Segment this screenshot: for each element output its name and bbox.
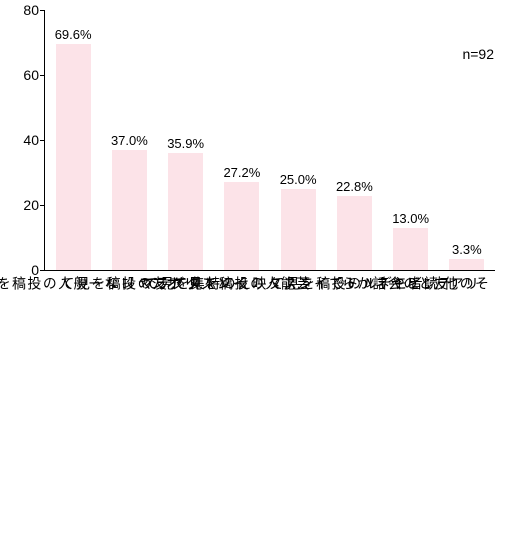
bar <box>393 228 428 270</box>
bar-slot: 13.0% <box>383 10 439 270</box>
value-label: 3.3% <box>439 242 495 259</box>
ytick-label: 80 <box>23 2 45 18</box>
ytick-label: 20 <box>23 197 45 213</box>
bars-container: 69.6% 37.0%35.9%27.2%25.0%22.8%13.0%3.3% <box>45 10 495 270</box>
bar-slot: 3.3% <box>439 10 495 270</box>
value-label: 35.9% <box>158 136 214 153</box>
bar <box>168 153 203 270</box>
plot-area: 69.6%37.0%35.9%27.2%25.0%22.8%13.0%3.3% … <box>44 10 495 271</box>
ytick-label: 60 <box>23 67 45 83</box>
bar-slot: 69.6% <box>45 10 101 270</box>
bar <box>56 44 91 270</box>
value-label: 37.0% <box>101 133 157 150</box>
bar-chart: n=92 69.6%37.0%35.9%27.2%25.0%22.8%13.0%… <box>0 0 522 544</box>
value-label: 13.0% <box>383 211 439 228</box>
bar <box>449 259 484 270</box>
ytick-label: 40 <box>23 132 45 148</box>
value-label: 27.2% <box>214 165 270 182</box>
bar <box>281 189 316 270</box>
bar <box>112 150 147 270</box>
bar-slot: 22.8% <box>326 10 382 270</box>
bar-slot: 27.2% <box>214 10 270 270</box>
value-label: 25.0% <box>270 172 326 189</box>
bar <box>224 182 259 270</box>
bar-slot: 37.0% <box>101 10 157 270</box>
value-label: 69.6% <box>45 27 101 44</box>
bar-slot: 35.9% <box>158 10 214 270</box>
bar-slot: 25.0% <box>270 10 326 270</box>
bar <box>337 196 372 270</box>
category-label: その他 <box>443 276 489 291</box>
value-label: 22.8% <box>326 179 382 196</box>
